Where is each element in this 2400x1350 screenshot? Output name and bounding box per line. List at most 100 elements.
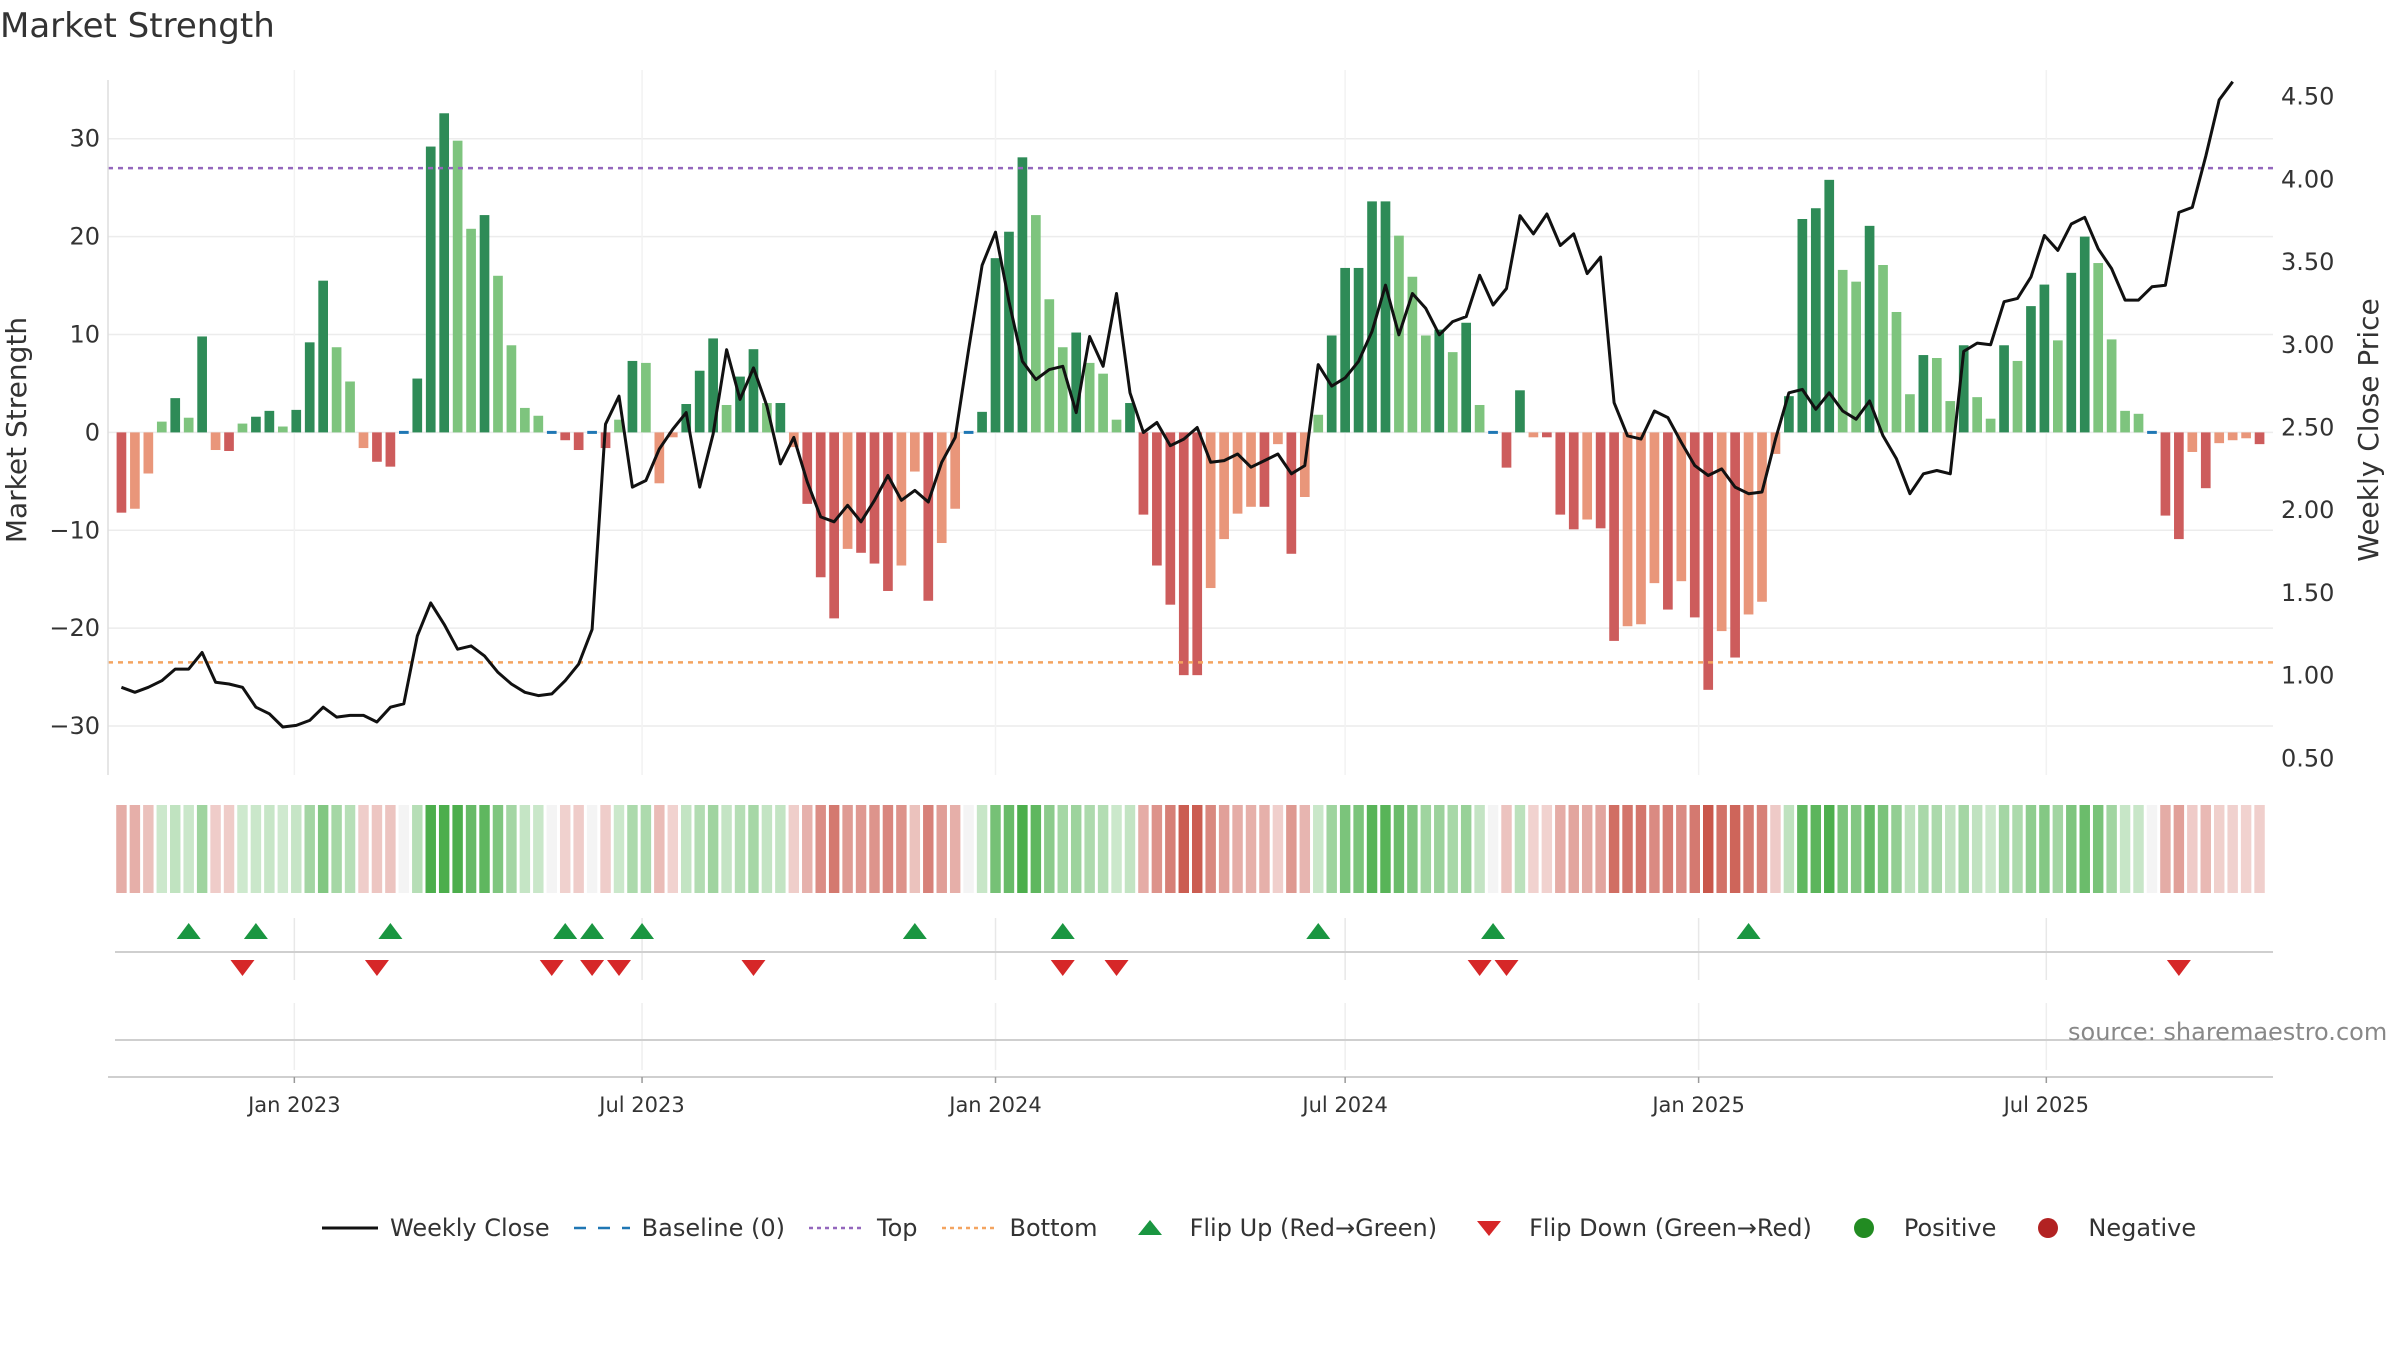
heat-cell [855, 805, 867, 893]
y-tick-label: 10 [69, 321, 100, 349]
x-tick-label: Jul 2025 [2002, 1093, 2089, 1117]
strength-bar [143, 432, 154, 474]
heat-cell [344, 805, 356, 893]
heat-cell [183, 805, 194, 893]
heat-cell [1205, 805, 1216, 893]
heat-cell [1447, 805, 1458, 893]
strength-bar [2254, 432, 2265, 445]
strength-bar [950, 432, 961, 509]
x-tick-label: Jan 2025 [1650, 1093, 1745, 1117]
flip-up-marker [378, 923, 403, 939]
flip-down-marker [606, 960, 631, 976]
strength-bar [1824, 179, 1835, 433]
legend-label: Negative [2088, 1214, 2197, 1242]
x-tick-label: Jan 2023 [246, 1093, 341, 1117]
heat-cell [869, 805, 880, 893]
heat-cell [2012, 805, 2023, 893]
legend-label: Flip Down (Green→Red) [1529, 1214, 1812, 1242]
heat-cell [129, 805, 141, 893]
strength-bar [1098, 373, 1108, 433]
y2-tick-label: 1.50 [2281, 579, 2334, 607]
legend-item: Bottom [940, 1214, 1098, 1242]
y2-tick-label: 3.00 [2281, 331, 2334, 359]
legend-item: Flip Up (Red→Green) [1120, 1214, 1437, 1242]
strength-bar [1353, 267, 1364, 433]
heat-cell [506, 805, 517, 893]
strength-bar [1609, 432, 1619, 641]
heat-cell [2039, 805, 2050, 893]
heat-cell [277, 805, 289, 893]
strength-bar [1528, 432, 1539, 438]
heat-cell [1044, 805, 1055, 893]
strength-bar [197, 336, 207, 433]
strength-bar [977, 411, 987, 433]
heat-cell [1729, 805, 1741, 893]
heat-cell [1770, 805, 1781, 893]
strength-bar [2012, 360, 2023, 433]
heat-cell [1030, 805, 1042, 893]
legend-item: Flip Down (Green→Red) [1459, 1214, 1812, 1242]
heat-cell [1407, 805, 1418, 893]
heat-cell [2079, 805, 2090, 893]
legend-label: Bottom [1009, 1214, 1098, 1242]
y2-tick-label: 2.50 [2281, 414, 2334, 442]
strength-bar [762, 403, 772, 433]
flip-down-marker [364, 960, 389, 976]
source-note: source: sharemaestro.com [2068, 1018, 2388, 1046]
flip-up-marker [243, 923, 268, 939]
x-tick-label: Jan 2024 [947, 1093, 1042, 1117]
flip-down-marker [1494, 960, 1519, 976]
heat-cell [317, 805, 329, 893]
heat-cell [1608, 805, 1620, 893]
strength-bar [2053, 340, 2063, 433]
strength-bar [1313, 414, 1324, 433]
heat-cell [1084, 805, 1095, 893]
heat-cell [1313, 805, 1324, 893]
strength-bar [1380, 201, 1391, 433]
heat-cell [264, 805, 275, 893]
strength-bar [156, 421, 167, 433]
strength-bar [1232, 432, 1243, 514]
strength-bar [264, 410, 275, 433]
strength-bar [506, 345, 517, 433]
heat-cell [936, 805, 947, 893]
heat-cell [116, 805, 127, 893]
reference-lines [108, 166, 2273, 664]
strength-bar [358, 432, 369, 449]
heat-cell [2106, 805, 2117, 893]
strength-bar [2227, 432, 2238, 441]
heat-cell [976, 805, 988, 893]
strength-bar [1582, 432, 1593, 520]
strength-bar [909, 432, 920, 472]
strength-bar [1891, 311, 1902, 433]
heat-cell [1958, 805, 1969, 893]
heat-cell [479, 805, 490, 893]
strength-bar [2160, 432, 2171, 516]
heat-cell [2213, 805, 2225, 893]
strength-bar [1219, 432, 1229, 540]
heat-cell [721, 805, 732, 893]
heat-cell [1971, 805, 1983, 893]
strength-bar [721, 404, 732, 433]
heat-cell [2052, 805, 2064, 893]
heat-cell [1662, 805, 1674, 893]
heat-cell [1998, 805, 2010, 893]
heat-cell [761, 805, 773, 893]
flip-up-marker [1306, 923, 1331, 939]
strength-bar [1447, 352, 1458, 433]
y-tick-label: −10 [49, 516, 100, 544]
triangle-down-icon [1477, 1221, 1502, 1236]
strength-bar [923, 432, 934, 601]
heat-cell [1259, 805, 1270, 893]
heat-cell [304, 805, 315, 893]
heat-cell [291, 805, 302, 893]
heat-cell [385, 805, 396, 893]
strength-bar [2187, 432, 2198, 452]
strength-bar [1515, 390, 1525, 433]
heat-cell [1850, 805, 1862, 893]
strength-bar [1273, 432, 1283, 445]
heat-cell [1192, 805, 1203, 893]
heat-cell [896, 805, 907, 893]
flip-up-marker [580, 923, 605, 939]
